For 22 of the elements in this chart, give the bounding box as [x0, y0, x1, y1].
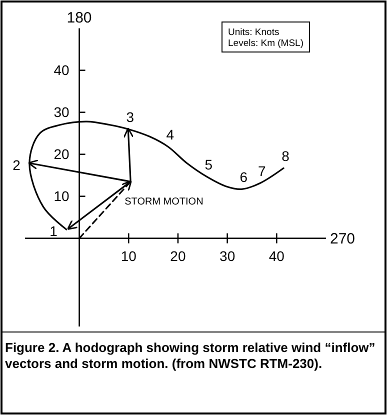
- x-tick-label: 20: [170, 248, 186, 264]
- annotation: Units: Knots: [228, 27, 280, 38]
- annotation: 1: [50, 223, 58, 240]
- annotation: 4: [166, 126, 174, 142]
- y-tick-label: 10: [54, 188, 70, 204]
- y-tick-label: 20: [54, 146, 70, 162]
- y-tick-label: 40: [54, 62, 70, 78]
- annotation: 8: [282, 148, 290, 164]
- annotation: 5: [204, 156, 213, 172]
- annotation: 2: [12, 156, 21, 173]
- annotation: 6: [240, 168, 248, 185]
- y-tick-label: 30: [54, 104, 70, 120]
- annotation: 3: [126, 108, 134, 125]
- y-axis-title: 180: [66, 9, 92, 26]
- x-tick-label: 30: [220, 248, 236, 264]
- x-tick-label: 10: [120, 248, 137, 264]
- x-tick-label: 40: [268, 248, 285, 264]
- x-axis-title: 270: [330, 230, 356, 248]
- annotation: 7: [258, 162, 266, 179]
- annotation: STORM MOTION: [124, 196, 204, 208]
- annotation: Levels: Km (MSL): [228, 38, 304, 49]
- text: Figure 2. A hodograph showing storm relative wind “inflow” vectors and storm motion. (from NWSTC RTM-230).: [5, 340, 376, 371]
